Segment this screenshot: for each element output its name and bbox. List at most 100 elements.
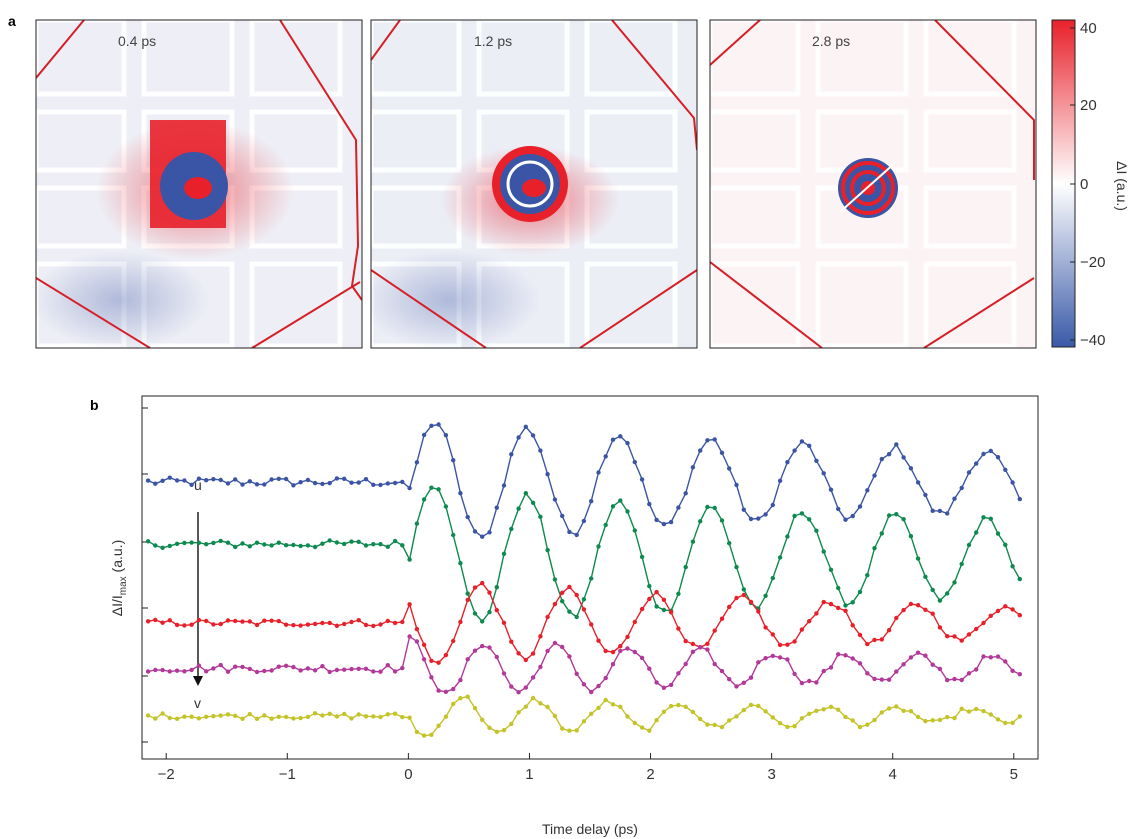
data-point: [182, 478, 187, 483]
data-point: [690, 539, 696, 544]
data-point: [690, 465, 696, 470]
data-point: [821, 707, 826, 712]
data-point: [429, 485, 434, 490]
data-point: [1010, 480, 1015, 485]
data-point: [705, 504, 710, 510]
data-point: [850, 623, 855, 628]
data-point: [262, 618, 267, 623]
data-point: [741, 507, 746, 512]
data-point: [174, 668, 180, 673]
data-point: [189, 622, 194, 627]
detector-tiles: [710, 20, 1017, 348]
data-point: [879, 710, 884, 715]
data-point: [647, 728, 652, 733]
data-point: [639, 725, 645, 730]
data-point: [371, 542, 376, 547]
data-point: [182, 669, 187, 674]
data-point: [545, 547, 550, 553]
data-point: [247, 544, 252, 549]
data-point: [625, 714, 630, 719]
data-point: [647, 666, 652, 671]
data-point: [400, 479, 405, 485]
x-tick-label: −2: [158, 766, 175, 783]
data-point: [799, 439, 805, 444]
colorbar-tick-label: 0: [1080, 176, 1088, 193]
data-point: [443, 433, 449, 438]
data-point: [291, 664, 296, 670]
series-0: [145, 422, 1022, 539]
data-point: [574, 614, 579, 620]
data-point: [320, 481, 325, 487]
data-point: [211, 540, 216, 546]
data-point: [581, 682, 587, 687]
data-point: [596, 638, 601, 643]
data-point: [988, 655, 993, 660]
x-tick-label: 4: [889, 766, 897, 783]
data-point: [712, 437, 717, 442]
detector-edge: [934, 20, 1035, 180]
data-point: [247, 619, 252, 624]
detector-tile: [710, 185, 801, 249]
data-point: [349, 539, 354, 544]
detector-tile: [584, 109, 678, 173]
data-point: [153, 716, 158, 721]
data-point: [879, 637, 884, 642]
data-point: [145, 619, 151, 624]
data-point: [487, 725, 492, 730]
data-point: [530, 695, 536, 701]
data-point: [937, 717, 943, 723]
data-point: [1010, 668, 1015, 673]
data-point: [690, 649, 696, 654]
data-point: [378, 482, 383, 488]
data-point: [915, 480, 921, 485]
data-point: [618, 648, 623, 654]
data-point: [501, 551, 507, 556]
data-point: [509, 721, 514, 727]
data-point: [291, 716, 296, 721]
data-point: [458, 491, 463, 496]
data-point: [305, 477, 311, 483]
x-axis: −2 −1 0 1 2 3 4 5: [158, 753, 1018, 783]
data-point: [654, 589, 659, 595]
data-point: [283, 476, 289, 482]
data-point: [305, 666, 311, 671]
data-point: [1003, 720, 1008, 726]
data-point: [233, 477, 238, 482]
data-point: [843, 517, 848, 522]
data-point: [610, 702, 616, 707]
data-point: [632, 459, 637, 465]
data-point: [167, 543, 172, 549]
detector-tile: [815, 261, 909, 348]
data-point: [451, 458, 456, 463]
data-point: [240, 541, 245, 546]
data-point: [298, 543, 303, 549]
data-point: [443, 504, 449, 509]
data-point: [465, 591, 470, 596]
data-point: [225, 712, 231, 717]
data-point: [734, 482, 739, 488]
data-point: [654, 680, 659, 685]
detector-edge: [279, 20, 362, 301]
data-point: [196, 617, 202, 623]
data-point: [930, 662, 935, 667]
data-point: [189, 540, 194, 545]
data-point: [204, 714, 209, 719]
data-point: [545, 704, 550, 710]
data-point: [218, 713, 223, 718]
detector-tile: [249, 20, 343, 97]
data-point: [865, 573, 870, 578]
data-point: [589, 622, 594, 627]
data-point: [959, 485, 964, 491]
data-point: [262, 482, 267, 487]
data-point: [865, 488, 870, 493]
data-point: [698, 644, 703, 650]
data-point: [945, 511, 950, 516]
data-point: [225, 618, 231, 623]
detector-tile: [923, 185, 1017, 249]
data-point: [305, 714, 311, 720]
data-point: [974, 706, 979, 712]
data-point: [894, 512, 899, 517]
data-point: [777, 655, 783, 660]
data-point: [429, 658, 434, 663]
data-point: [618, 434, 623, 439]
